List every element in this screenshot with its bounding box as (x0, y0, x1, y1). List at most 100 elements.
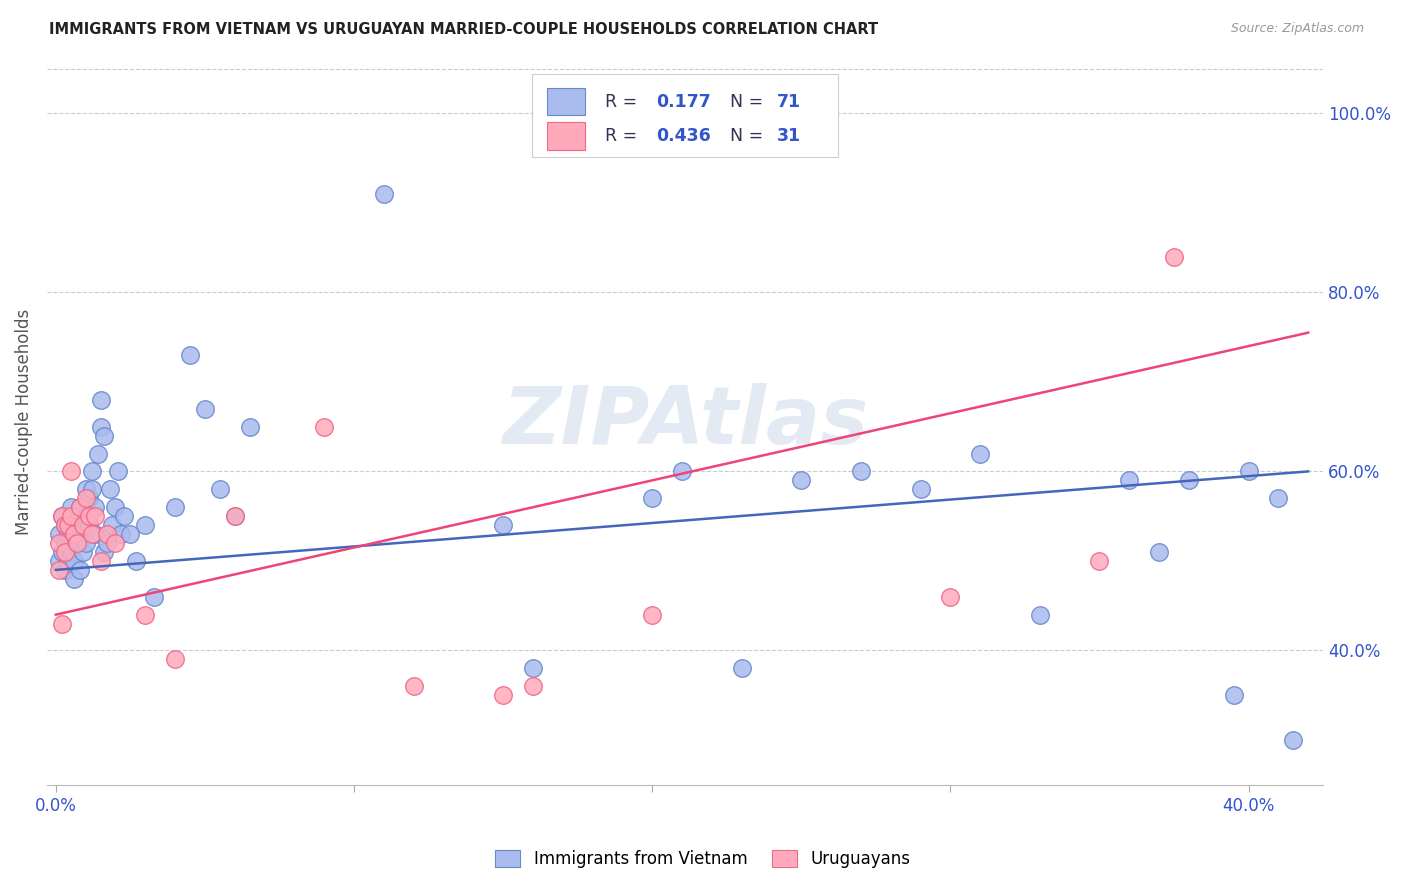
Point (1267, 491, 1289, 506)
Point (1088, 554, 1111, 568)
Point (90, 554, 112, 568)
Point (522, 661, 544, 675)
Point (671, 464, 693, 478)
Point (56, 554, 79, 568)
Point (492, 518, 515, 533)
Point (224, 509, 246, 524)
Point (59, 464, 82, 478)
Point (910, 483, 932, 497)
Text: IMMIGRANTS FROM VIETNAM VS URUGUAYAN MARRIED-COUPLE HOUSEHOLDS CORRELATION CHART: IMMIGRANTS FROM VIETNAM VS URUGUAYAN MAR… (49, 22, 879, 37)
Point (1222, 688, 1244, 702)
Point (59, 500, 82, 515)
Text: 0.177: 0.177 (655, 93, 710, 111)
Point (86, 446, 108, 460)
Point (59, 518, 82, 533)
Point (134, 607, 156, 622)
Text: 31: 31 (778, 127, 801, 145)
Point (179, 348, 201, 362)
Point (1147, 545, 1170, 559)
Point (224, 509, 246, 524)
Point (125, 554, 148, 568)
Point (110, 527, 132, 541)
Point (72, 527, 94, 541)
FancyBboxPatch shape (531, 74, 838, 158)
Point (62, 572, 84, 586)
Text: 0.436: 0.436 (655, 127, 710, 145)
Point (48, 563, 70, 577)
Point (165, 652, 187, 666)
Point (239, 419, 262, 434)
Point (83, 527, 105, 541)
Point (96, 536, 118, 550)
Point (790, 474, 813, 488)
Point (165, 500, 187, 515)
Text: Source: ZipAtlas.com: Source: ZipAtlas.com (1230, 22, 1364, 36)
Point (53, 563, 76, 577)
Point (66, 509, 89, 524)
Point (77, 518, 100, 533)
Point (77, 491, 100, 506)
Point (194, 401, 217, 416)
FancyBboxPatch shape (547, 122, 585, 150)
Point (62, 527, 84, 541)
Point (80, 527, 103, 541)
Point (107, 464, 129, 478)
Point (48, 554, 70, 568)
Point (98, 483, 121, 497)
Point (1029, 607, 1052, 622)
Point (101, 518, 124, 533)
Point (402, 679, 425, 693)
Text: R =: R = (605, 127, 643, 145)
Point (208, 483, 231, 497)
Point (373, 186, 395, 201)
Point (96, 527, 118, 541)
Point (90, 419, 112, 434)
Point (53, 518, 76, 533)
Point (69, 500, 91, 515)
Point (134, 518, 156, 533)
Point (83, 509, 105, 524)
Point (80, 464, 103, 478)
Point (59, 509, 82, 524)
Point (62, 554, 84, 568)
Point (51, 509, 73, 524)
Point (80, 483, 103, 497)
Legend: Immigrants from Vietnam, Uruguayans: Immigrants from Vietnam, Uruguayans (489, 843, 917, 875)
Text: 71: 71 (778, 93, 801, 111)
Point (66, 536, 89, 550)
Point (93, 545, 115, 559)
Point (53, 536, 76, 550)
Point (75, 509, 97, 524)
Point (93, 428, 115, 442)
Point (48, 536, 70, 550)
Point (72, 545, 94, 559)
Text: R =: R = (605, 93, 643, 111)
Point (51, 616, 73, 631)
Point (1282, 733, 1305, 747)
Point (849, 464, 872, 478)
Point (641, 607, 664, 622)
Point (83, 500, 105, 515)
Point (66, 536, 89, 550)
Point (104, 500, 127, 515)
Point (53, 545, 76, 559)
Point (72, 518, 94, 533)
Point (143, 590, 166, 604)
Point (77, 509, 100, 524)
Point (969, 446, 991, 460)
Point (1118, 474, 1140, 488)
Point (1163, 250, 1185, 264)
Text: ZIPAtlas: ZIPAtlas (502, 384, 868, 461)
Point (75, 536, 97, 550)
Point (56, 518, 79, 533)
Point (59, 545, 82, 559)
Point (522, 679, 544, 693)
Point (1178, 474, 1201, 488)
Text: N =: N = (720, 93, 769, 111)
Point (641, 491, 664, 506)
Point (51, 509, 73, 524)
Point (314, 419, 336, 434)
Point (69, 563, 91, 577)
Point (112, 509, 135, 524)
Point (56, 527, 79, 541)
